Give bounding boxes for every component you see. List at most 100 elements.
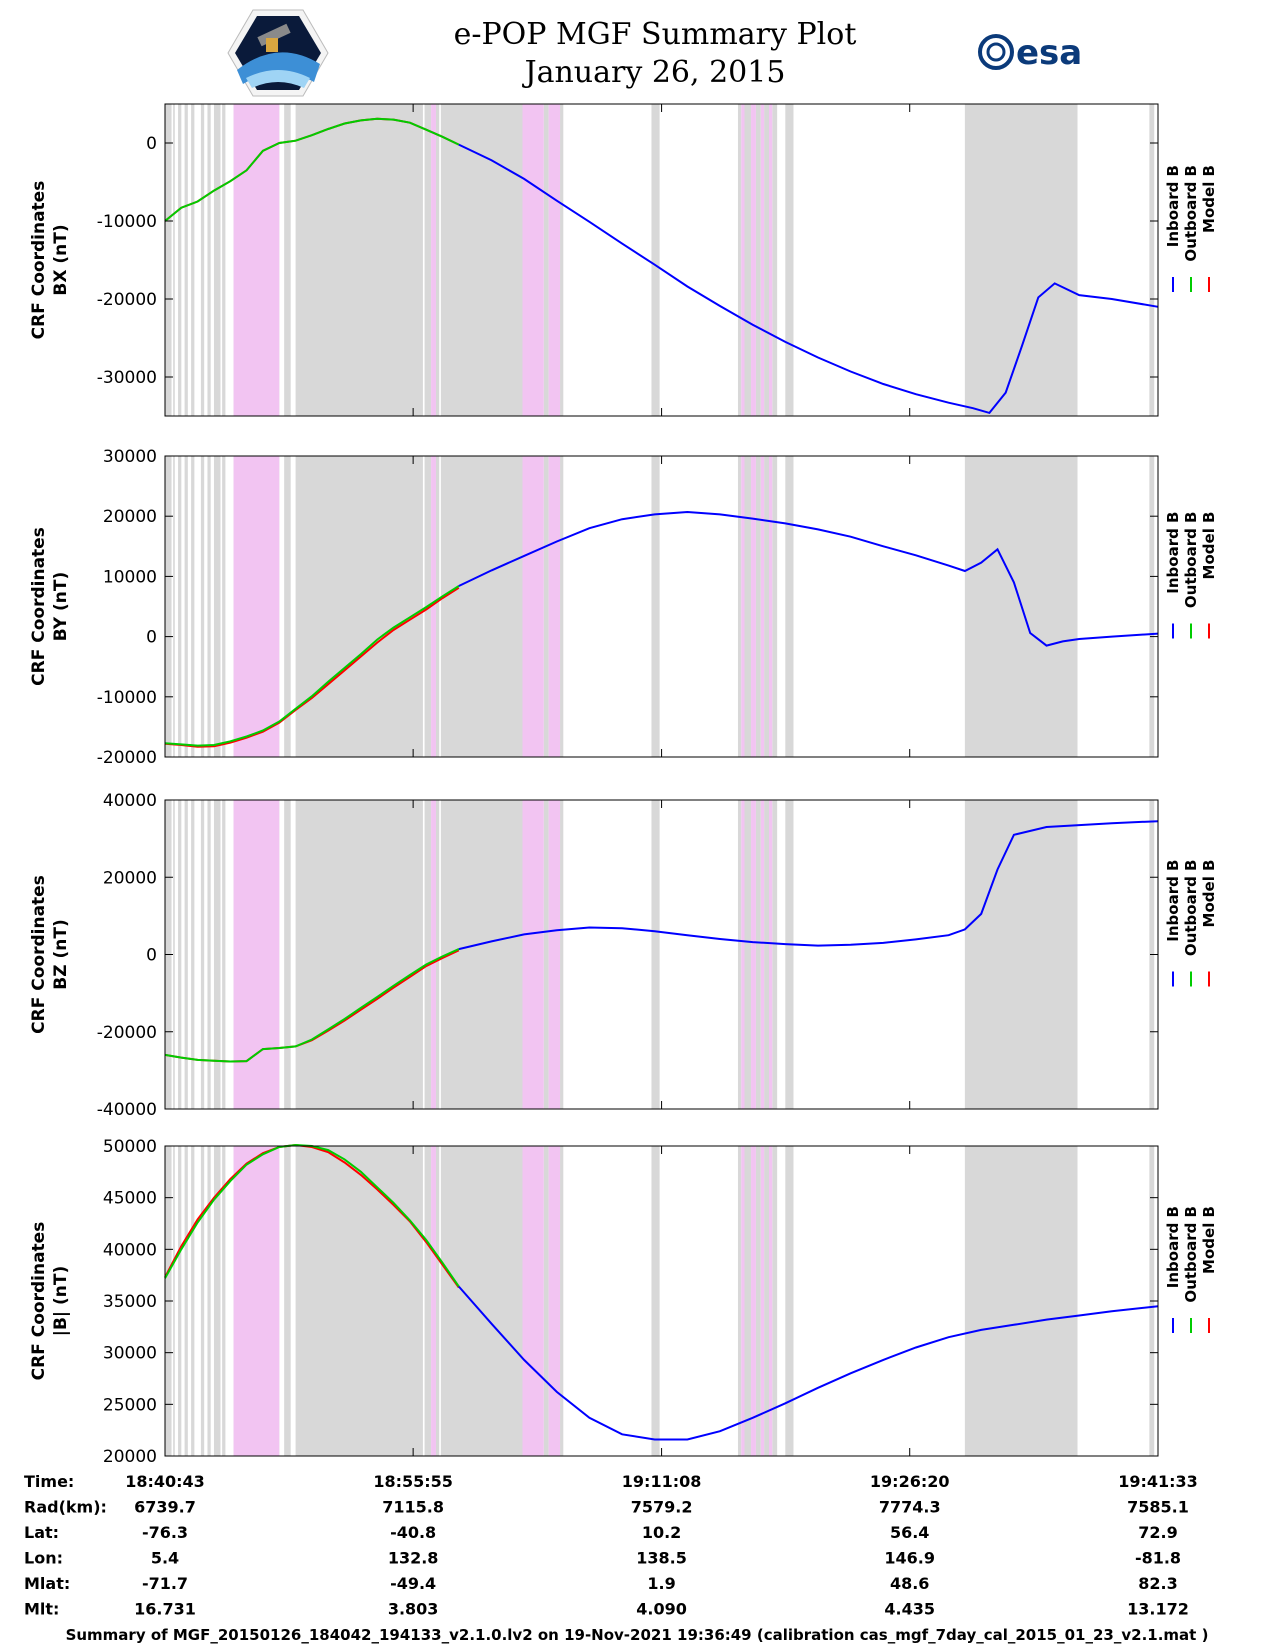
flag-band	[233, 800, 280, 1109]
data-gap-band	[435, 104, 440, 416]
data-gap-band	[560, 456, 564, 757]
table-cell: 56.4	[890, 1523, 929, 1542]
table-cell: -81.8	[1135, 1549, 1181, 1568]
y-tick-label: -20000	[97, 1023, 157, 1043]
data-gap-band	[651, 1146, 660, 1456]
flag-band	[760, 800, 765, 1109]
chart-subtitle: January 26, 2015	[522, 55, 786, 90]
flag-band	[522, 104, 544, 416]
flag-band	[233, 104, 280, 416]
table-cell: 7579.2	[631, 1498, 693, 1517]
data-gap-band	[200, 1146, 205, 1456]
y-tick-label: 20000	[103, 1447, 157, 1467]
flag-band	[741, 1146, 745, 1456]
data-gap-band	[207, 800, 211, 1109]
flag-band	[741, 104, 745, 416]
data-gap-band	[213, 1146, 221, 1456]
y-axis-label-line1: CRF Coordinates	[29, 875, 49, 1034]
data-gap-band	[207, 1146, 211, 1456]
data-gap-band	[295, 456, 423, 757]
table-cell: 7774.3	[879, 1498, 941, 1517]
y-axis-label-line1: CRF Coordinates	[29, 181, 49, 340]
data-gap-band	[173, 456, 175, 757]
bottom-table: Time: 18:40:43 18:55:55 19:11:08 19:26:20 19:…	[24, 1472, 1198, 1619]
data-gap-band	[543, 800, 549, 1109]
table-cell: 72.9	[1138, 1523, 1177, 1542]
data-gap-band	[764, 104, 769, 416]
table-cell: 13.172	[1127, 1600, 1189, 1619]
series-line-outboard-b	[164, 948, 460, 1063]
y-axis-label-line2: BX (nT)	[51, 224, 71, 295]
y-tick-label: -30000	[97, 368, 157, 388]
data-gap-band	[435, 800, 440, 1109]
data-gap-band	[200, 104, 205, 416]
data-gap-band	[744, 104, 752, 416]
legend-entry-label: Model B	[1200, 165, 1218, 233]
data-gap-band	[785, 456, 794, 757]
flag-band	[768, 800, 773, 1109]
y-axis-label-line2: BY (nT)	[51, 572, 71, 642]
table-cell: 16.731	[134, 1600, 196, 1619]
table-cell: 10.2	[642, 1523, 681, 1542]
data-gap-band	[755, 800, 761, 1109]
data-gap-band	[213, 456, 221, 757]
data-gap-band	[284, 800, 291, 1109]
legend-entry-label: Inboard B	[1164, 1206, 1182, 1288]
data-gap-band	[222, 800, 226, 1109]
legend-entry-label: Model B	[1200, 1206, 1218, 1274]
y-tick-label: 0	[146, 134, 157, 154]
legend-entry-label: Model B	[1200, 860, 1218, 928]
flag-band	[760, 1146, 765, 1456]
series-line-inboard-b	[458, 1285, 1159, 1441]
data-gap-band	[200, 800, 205, 1109]
y-tick-label: 0	[146, 628, 157, 648]
data-gap-band	[191, 104, 195, 416]
data-gap-band	[737, 1146, 742, 1456]
flag-band	[431, 104, 436, 416]
data-gap-band	[772, 800, 778, 1109]
data-gap-band	[435, 456, 440, 757]
series-line-inboard-b	[458, 820, 1159, 951]
data-gap-band	[165, 456, 172, 757]
flag-band	[522, 456, 544, 757]
data-gap-band	[1149, 104, 1155, 416]
legend-entry-label: Model B	[1200, 512, 1218, 580]
table-cell: 48.6	[890, 1574, 929, 1593]
table-cell: 3.803	[388, 1600, 439, 1619]
chart-title: e-POP MGF Summary Plot	[454, 17, 857, 52]
data-gap-band	[744, 456, 752, 757]
table-cell: 4.435	[884, 1600, 935, 1619]
flag-band	[751, 104, 756, 416]
table-cell: 18:40:43	[125, 1472, 205, 1491]
series-line-model-b	[164, 586, 460, 748]
data-gap-band	[435, 1146, 440, 1456]
data-gap-band	[295, 800, 423, 1109]
data-gap-band	[295, 104, 423, 416]
cassiope-logo	[227, 9, 329, 97]
table-cell: 19:26:20	[870, 1472, 950, 1491]
data-gap-band	[737, 456, 742, 757]
data-gap-band	[284, 456, 291, 757]
panel-2: 30000 20000 10000 0 -10000 -20000 CRF Coordina…	[29, 447, 1218, 768]
legend-entry-label: Outboard B	[1182, 512, 1200, 609]
series-line-inboard-b	[458, 143, 1159, 415]
y-tick-label: 50000	[103, 1137, 157, 1157]
data-gap-band	[764, 1146, 769, 1456]
data-gap-band	[964, 1146, 1078, 1456]
flag-band	[760, 456, 765, 757]
flag-band	[548, 1146, 561, 1456]
table-cell: 132.8	[388, 1549, 439, 1568]
data-gap-band	[764, 456, 769, 757]
data-gap-band	[440, 104, 523, 416]
flag-band	[760, 104, 765, 416]
data-gap-band	[737, 104, 742, 416]
data-gap-band	[184, 104, 188, 416]
data-gap-band	[785, 800, 794, 1109]
data-gap-band	[785, 104, 794, 416]
data-gap-band	[178, 1146, 182, 1456]
flag-band	[751, 1146, 756, 1456]
table-row-label: Lat:	[24, 1523, 59, 1542]
data-gap-band	[200, 456, 205, 757]
footer-caption: Summary of MGF_20150126_184042_194133_v2…	[66, 1626, 1209, 1644]
